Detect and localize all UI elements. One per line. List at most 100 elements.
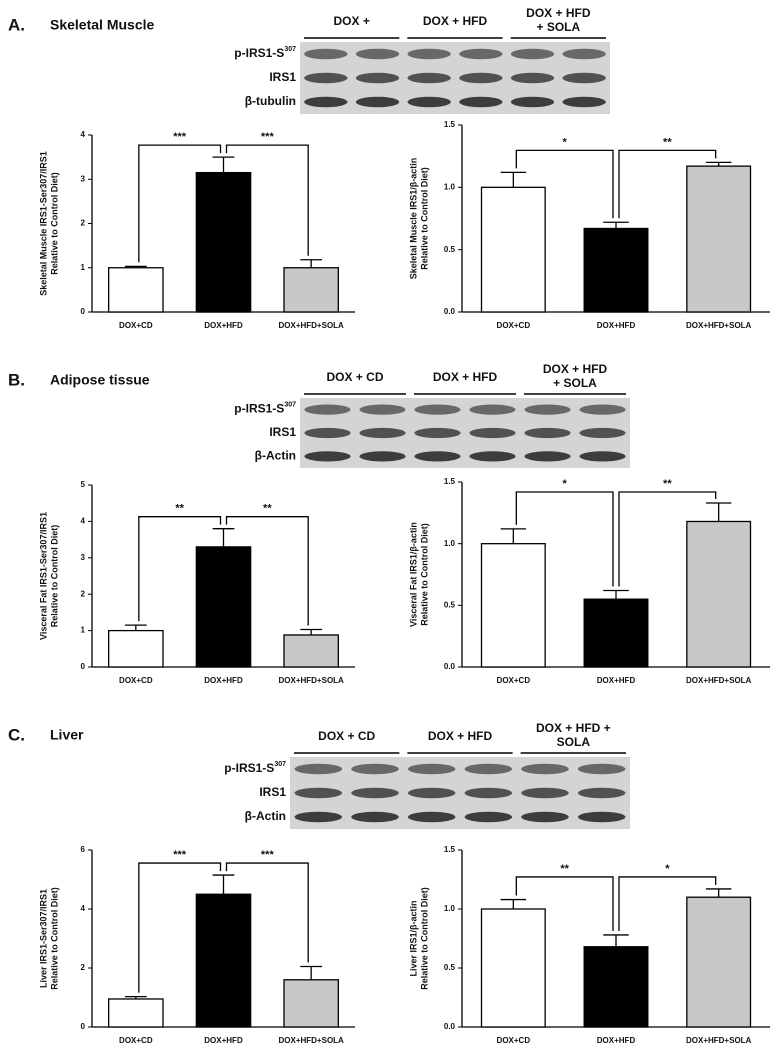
bar: [583, 946, 649, 1028]
blot-band: [407, 811, 456, 823]
x-tick-label: DOX+HFD: [597, 321, 636, 330]
blot-band: [562, 48, 606, 60]
x-tick-label: DOX+HFD+SOLA: [278, 1036, 344, 1045]
blot-band: [469, 427, 516, 439]
blot-row-label: IRS1: [269, 425, 296, 439]
blot-row-text: IRS1: [259, 785, 286, 799]
blot-band: [579, 427, 626, 439]
significance-bracket: [618, 876, 717, 931]
blot-band: [407, 787, 456, 799]
y-axis-label: Liver IRS1/β-actinRelative to Control Di…: [409, 887, 430, 990]
blot-row-text: β-tubulin: [245, 94, 296, 108]
y-tick-label: 4: [81, 904, 86, 913]
blot-band: [524, 427, 571, 439]
blot-band: [355, 48, 400, 60]
blot-band: [562, 96, 606, 108]
bar: [195, 893, 252, 1028]
blot-band: [294, 787, 343, 799]
x-tick-label: DOX+HFD: [597, 1036, 636, 1045]
y-tick-label: 0: [81, 307, 86, 316]
blot-row-label: p-IRS1-S307: [224, 761, 286, 775]
significance-bracket: [515, 491, 614, 587]
blot-band: [304, 451, 351, 462]
panel-label: B.: [8, 370, 25, 389]
bar: [583, 598, 649, 668]
blot-band: [577, 763, 626, 775]
y-tick-label: 1.0: [444, 182, 456, 191]
blot-row-sup: 307: [284, 402, 296, 409]
y-tick-label: 6: [81, 845, 86, 854]
y-tick-label: 3: [81, 553, 86, 562]
blot-background: [300, 42, 610, 114]
blot-band: [304, 72, 348, 84]
blot-band: [524, 451, 571, 462]
bar: [480, 543, 546, 668]
y-tick-label: 0.5: [444, 600, 456, 609]
bar: [108, 998, 164, 1028]
y-axis-label-line: Visceral Fat IRS1/β-actin: [409, 522, 419, 627]
bar: [480, 908, 546, 1028]
blot-band: [459, 72, 503, 84]
significance-label: *: [665, 863, 670, 875]
bar: [108, 267, 164, 313]
blot-row-sup: 307: [274, 761, 286, 768]
y-tick-label: 2: [81, 963, 86, 972]
blot-row-text: IRS1: [269, 70, 296, 84]
blot-band: [359, 451, 406, 462]
blot-band: [414, 427, 461, 439]
blot-row-label: β-Actin: [245, 809, 286, 823]
significance-bracket: [225, 862, 309, 963]
blot-band: [469, 404, 516, 415]
blot-band: [521, 811, 569, 823]
lane-label: DOX + HFD: [543, 362, 608, 376]
panel-title: Skeletal Muscle: [50, 17, 154, 33]
bar: [195, 171, 252, 313]
bar: [583, 227, 649, 313]
significance-label: **: [663, 478, 672, 490]
bar: [686, 896, 752, 1028]
blot-band: [464, 811, 513, 823]
blot-band: [577, 787, 626, 799]
x-tick-label: DOX+HFD: [597, 676, 636, 685]
blot-band: [407, 72, 451, 84]
y-axis-label-line: Relative to Control Diet): [420, 523, 430, 626]
blot-band: [414, 404, 461, 415]
y-tick-label: 4: [81, 517, 86, 526]
y-axis-label-line: Relative to Control Diet): [420, 887, 430, 990]
blot-background: [300, 398, 630, 468]
x-tick-label: DOX+HFD+SOLA: [278, 321, 344, 330]
significance-label: **: [263, 503, 272, 515]
y-axis-label: Visceral Fat IRS1/β-actinRelative to Con…: [409, 522, 430, 627]
x-tick-label: DOX+CD: [119, 321, 153, 330]
x-tick-label: DOX+HFD: [204, 676, 243, 685]
x-tick-label: DOX+HFD+SOLA: [686, 321, 752, 330]
y-tick-label: 1.5: [444, 477, 456, 486]
lane-label: DOX + CD: [318, 729, 375, 743]
blot-band: [469, 451, 516, 462]
y-tick-label: 1.5: [444, 120, 456, 129]
lane-label: DOX + HFD: [428, 729, 493, 743]
y-axis-label-line: Skeletal Muscle IRS1/β-actin: [409, 158, 419, 280]
y-axis-label-line: Visceral Fat IRS1-Ser307/IRS1: [39, 512, 49, 640]
x-tick-label: DOX+CD: [497, 321, 531, 330]
x-tick-label: DOX+HFD+SOLA: [686, 676, 752, 685]
y-axis-label: Skeletal Muscle IRS1-Ser307/IRS1Relative…: [39, 151, 60, 296]
lane-label: DOX + HFD: [433, 370, 498, 384]
y-axis-label-line: Liver IRS1/β-actin: [409, 900, 419, 976]
lane-label: + SOLA: [536, 20, 580, 34]
y-tick-label: 2: [81, 589, 86, 598]
blot-band: [510, 96, 555, 108]
lane-label: DOX + CD: [326, 370, 383, 384]
blot-band: [414, 451, 461, 462]
blot-background: [290, 757, 630, 829]
lane-label: SOLA: [557, 735, 591, 749]
blot-row-label: p-IRS1-S307: [234, 46, 296, 60]
blot-row-text: β-Actin: [245, 809, 286, 823]
blot-band: [304, 96, 348, 108]
y-tick-label: 4: [81, 130, 86, 139]
significance-label: ***: [173, 131, 187, 143]
blot-band: [359, 404, 406, 415]
lane-label: DOX + HFD: [423, 14, 488, 28]
y-tick-label: 1: [81, 626, 86, 635]
blot-row-label: p-IRS1-S307: [234, 402, 296, 416]
